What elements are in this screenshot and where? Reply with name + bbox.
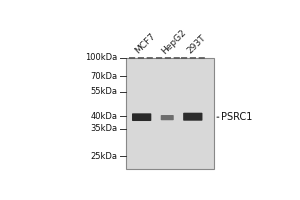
Text: 40kDa: 40kDa [91, 112, 118, 121]
FancyBboxPatch shape [161, 115, 174, 120]
Text: 293T: 293T [186, 33, 208, 56]
Text: 25kDa: 25kDa [91, 152, 118, 161]
FancyBboxPatch shape [183, 113, 202, 121]
Text: PSRC1: PSRC1 [221, 112, 253, 122]
Text: 35kDa: 35kDa [91, 124, 118, 133]
Text: 70kDa: 70kDa [91, 72, 118, 81]
Text: HepG2: HepG2 [160, 27, 188, 56]
Text: MCF7: MCF7 [134, 32, 158, 56]
Text: 100kDa: 100kDa [85, 53, 118, 62]
Text: 55kDa: 55kDa [91, 87, 118, 96]
FancyBboxPatch shape [132, 113, 151, 121]
Bar [126, 58, 214, 169]
